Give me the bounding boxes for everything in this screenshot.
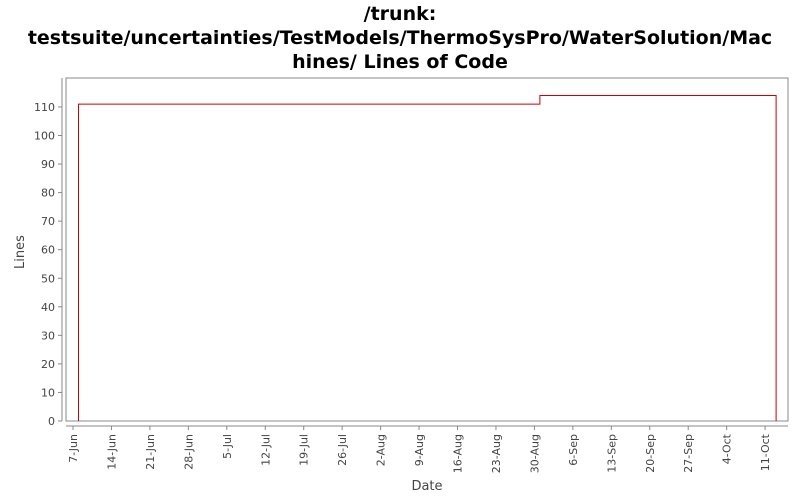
x-tick-label: 14-Jun <box>105 434 118 470</box>
x-tick-label: 16-Aug <box>452 434 465 473</box>
x-axis-title: Date <box>411 479 442 494</box>
chart-title-line-3: hines/ Lines of Code <box>292 51 508 73</box>
lines-of-code-series <box>78 95 777 421</box>
x-tick-label: 13-Sep <box>605 434 618 473</box>
x-tick-label: 11-Oct <box>759 433 772 471</box>
x-tick-label: 26-Jul <box>336 434 349 466</box>
x-tick-label: 9-Aug <box>413 434 426 466</box>
y-ticks: 0 10 20 30 40 50 60 70 80 90 100 110 <box>34 101 62 428</box>
x-tick-label: 2-Aug <box>375 434 388 466</box>
y-tick-label: 30 <box>41 329 55 342</box>
chart-title-line-1: /trunk: <box>363 3 437 25</box>
x-tick-label: 6-Sep <box>567 434 580 466</box>
y-tick-label: 50 <box>41 272 55 285</box>
x-tick-label: 4-Oct <box>721 433 734 464</box>
x-tick-label: 7-Jun <box>67 434 80 463</box>
x-tick-label: 23-Aug <box>490 434 503 473</box>
plot-area <box>65 77 789 422</box>
x-tick-label: 19-Jul <box>298 434 311 466</box>
y-tick-label: 40 <box>41 301 55 314</box>
y-tick-label: 80 <box>41 187 55 200</box>
y-axis-title: Lines <box>13 235 28 269</box>
y-tick-label: 70 <box>41 215 55 228</box>
y-tick-label: 10 <box>41 386 55 399</box>
y-tick-label: 0 <box>48 415 55 428</box>
x-tick-label: 20-Sep <box>644 434 657 473</box>
x-tick-label: 5-Jul <box>221 434 234 459</box>
x-tick-label: 27-Sep <box>682 434 695 473</box>
x-tick-label: 12-Jul <box>259 434 272 466</box>
y-tick-label: 60 <box>41 244 55 257</box>
y-tick-label: 110 <box>34 101 55 114</box>
y-tick-label: 100 <box>34 130 55 143</box>
x-tick-label: 21-Jun <box>144 434 157 470</box>
chart-title: /trunk: testsuite/uncertainties/TestMode… <box>0 2 800 74</box>
chart-title-line-2: testsuite/uncertainties/TestModels/Therm… <box>27 27 773 49</box>
x-tick-label: 28-Jun <box>182 434 195 470</box>
y-tick-label: 20 <box>41 358 55 371</box>
x-ticks: 7-Jun 14-Jun 21-Jun 28-Jun 5-Jul 12-Jul 19-Jul… <box>67 426 772 473</box>
x-tick-label: 30-Aug <box>528 434 541 473</box>
y-tick-label: 90 <box>41 158 55 171</box>
